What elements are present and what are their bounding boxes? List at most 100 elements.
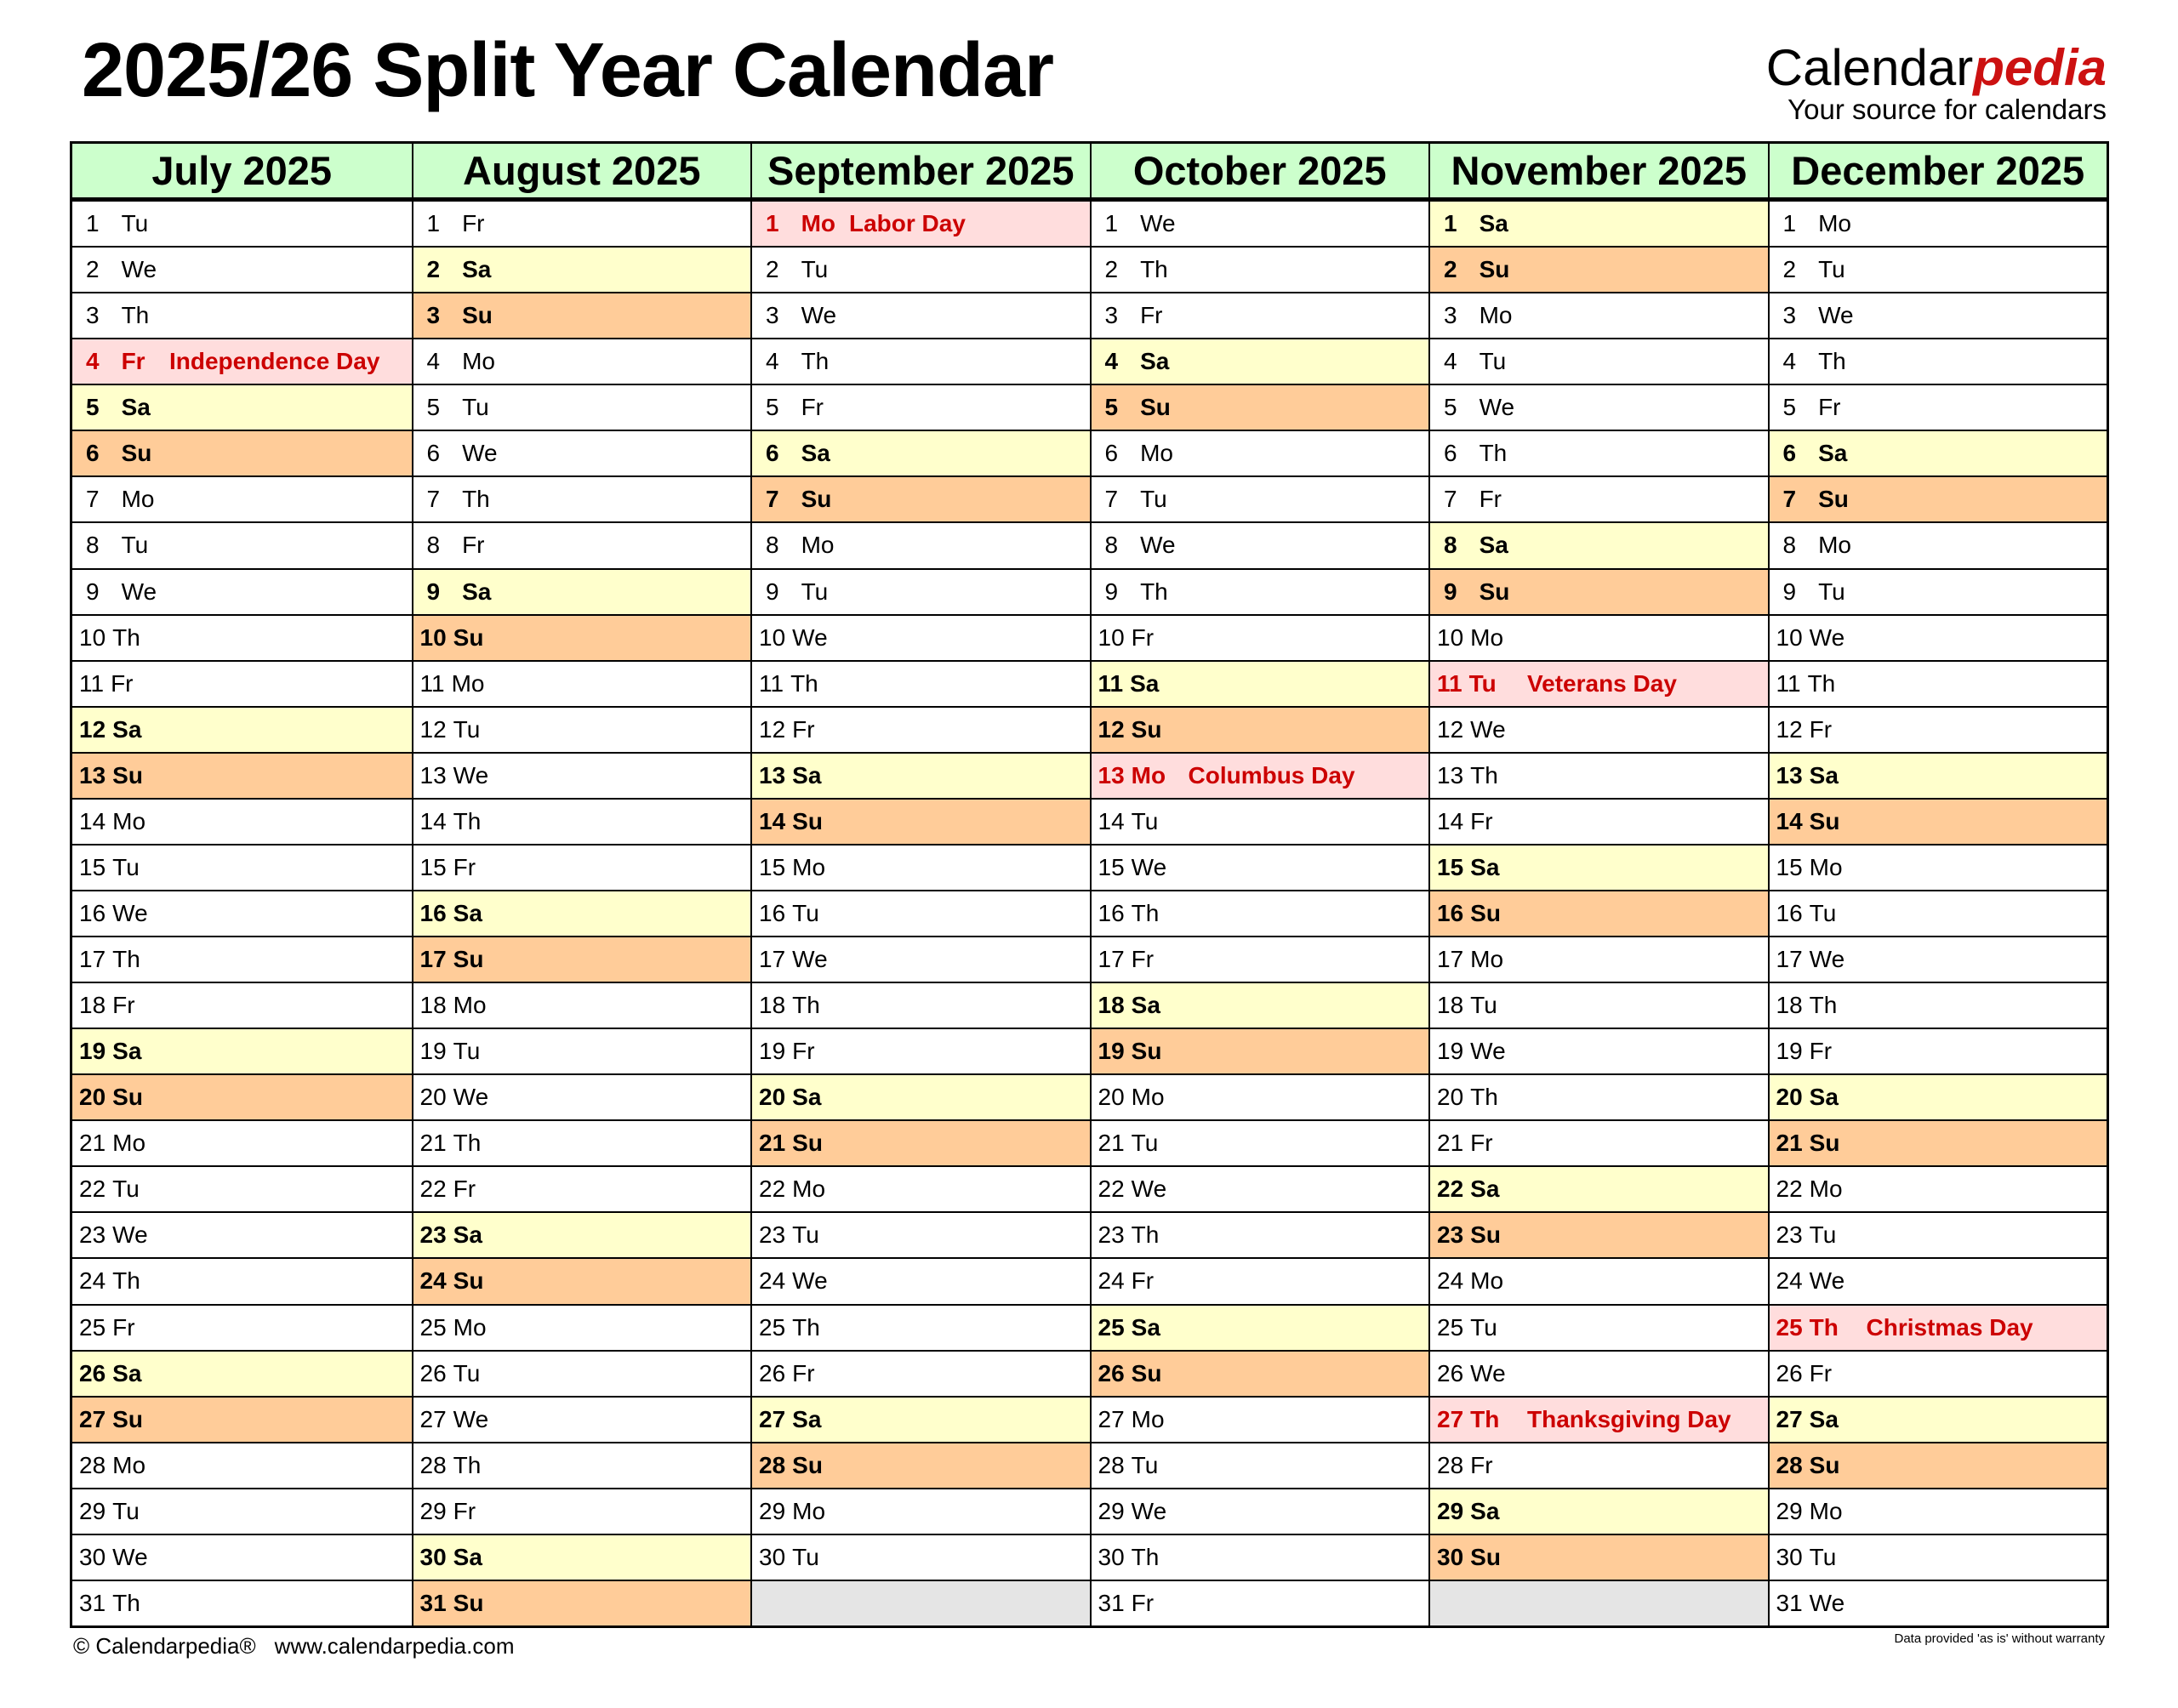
day-cell: 20 Sa <box>752 1073 1090 1120</box>
day-number: 17 <box>1776 946 1803 973</box>
day-cell: 1 We <box>1091 200 1428 246</box>
day-number: 15 <box>1098 853 1125 880</box>
day-cell: 1 Sa <box>1430 200 1768 247</box>
day-cell: 23 We <box>72 1211 412 1257</box>
day-number: 1 <box>86 210 100 237</box>
day-number: 25 <box>1437 1313 1464 1341</box>
day-number: 12 <box>1437 715 1464 743</box>
day-cell: 4 Th <box>752 338 1090 384</box>
day-cell: 5 Fr <box>1769 384 2107 430</box>
day-number: 26 <box>1437 1359 1464 1386</box>
day-number: 18 <box>79 992 106 1019</box>
day-number: 10 <box>1437 623 1464 651</box>
day-number: 11 <box>759 669 784 697</box>
day-cell: 27 Mo <box>1091 1395 1428 1442</box>
weekday: We <box>1470 1359 1506 1386</box>
weekday: Fr <box>112 992 135 1019</box>
holiday-name: Labor Day <box>849 210 966 237</box>
weekday: Tu <box>453 715 481 743</box>
day-cell: 15 We <box>1091 843 1428 890</box>
day-number: 8 <box>766 532 779 559</box>
day-cell: 10 Th <box>72 613 412 660</box>
day-cell: 12 Fr <box>752 705 1090 752</box>
weekday: Fr <box>1818 394 1841 421</box>
weekday: Th <box>1131 1221 1160 1249</box>
day-cell: 3 Su <box>413 292 750 339</box>
day-cell: 3 We <box>1769 292 2107 338</box>
weekday: Mo <box>1809 853 1843 880</box>
day-number: 29 <box>419 1497 447 1524</box>
day-number: 1 <box>426 210 441 237</box>
day-cell: 7 Su <box>752 475 1090 522</box>
day-cell: 16 Sa <box>413 889 750 936</box>
weekday: Su <box>453 1589 484 1616</box>
day-number: 25 <box>419 1313 447 1341</box>
day-cell: 7 Tu <box>1091 475 1428 521</box>
day-number: 31 <box>419 1589 447 1616</box>
day-number: 10 <box>419 623 447 651</box>
day-number: 9 <box>766 578 779 605</box>
weekday: Tu <box>453 1038 481 1065</box>
weekday: We <box>1809 623 1845 651</box>
weekday: Th <box>1140 256 1168 283</box>
weekday: Th <box>1470 1405 1500 1432</box>
weekday: Fr <box>1140 302 1163 329</box>
day-cell: 9 Sa <box>413 567 750 614</box>
weekday: Su <box>112 1084 143 1111</box>
weekday: Mo <box>1131 761 1166 789</box>
day-number: 25 <box>759 1313 786 1341</box>
weekday: Mo <box>453 992 487 1019</box>
day-cell: 8 Mo <box>1769 521 2107 567</box>
day-number: 15 <box>419 853 447 880</box>
day-number: 25 <box>79 1313 106 1341</box>
weekday: Tu <box>462 394 489 421</box>
day-number: 25 <box>1776 1313 1803 1341</box>
weekday: Mo <box>121 486 155 513</box>
day-number: 19 <box>1776 1038 1803 1065</box>
website-link[interactable]: www.calendarpedia.com <box>274 1633 515 1659</box>
weekday: Su <box>1131 1359 1162 1386</box>
day-number: 26 <box>1098 1359 1125 1386</box>
weekday: Tu <box>801 256 829 283</box>
weekday: Fr <box>1131 1267 1155 1295</box>
weekday: Th <box>1131 1543 1160 1570</box>
weekday: Su <box>1809 1451 1840 1478</box>
day-cell: 21 Mo <box>72 1119 412 1165</box>
calendarpedia-logo[interactable]: Calendarpedia Your source for calendars <box>1766 43 2107 124</box>
weekday: Su <box>801 486 832 513</box>
day-cell: 2 Tu <box>752 246 1090 292</box>
day-number: 27 <box>759 1405 786 1432</box>
day-number: 11 <box>1437 669 1462 697</box>
weekday: Su <box>1140 394 1171 421</box>
day-cell: 14 Tu <box>1091 797 1428 844</box>
day-number: 24 <box>79 1267 106 1295</box>
day-number: 7 <box>426 486 441 513</box>
day-cell: 19 Sa <box>72 1028 412 1074</box>
weekday: Th <box>1818 348 1846 375</box>
day-cell: 21 Su <box>1769 1119 2107 1166</box>
weekday: Sa <box>801 440 830 467</box>
day-cell: 11 Th <box>752 659 1090 706</box>
weekday: Fr <box>1131 623 1155 651</box>
day-cell: 19 Tu <box>413 1028 750 1073</box>
day-number: 20 <box>1098 1084 1125 1111</box>
weekday: Fr <box>1809 1359 1833 1386</box>
day-number: 6 <box>426 440 441 467</box>
weekday: Sa <box>792 1405 822 1432</box>
weekday: Su <box>1818 486 1849 513</box>
day-number: 2 <box>1104 256 1119 283</box>
day-number: 6 <box>1444 440 1457 467</box>
month-header: November 2025 <box>1430 144 1768 200</box>
day-number: 17 <box>1437 946 1464 973</box>
day-number: 23 <box>759 1221 786 1249</box>
day-cell: 3 Fr <box>1091 292 1428 338</box>
weekday: Mo <box>112 807 146 834</box>
weekday: Mo <box>792 853 826 880</box>
weekday: Sa <box>121 394 151 421</box>
weekday: Sa <box>112 1038 142 1065</box>
day-number: 16 <box>1776 899 1803 926</box>
weekday: Th <box>453 807 482 834</box>
weekday: Tu <box>1809 899 1837 926</box>
weekday: We <box>1818 302 1854 329</box>
day-number: 29 <box>759 1497 786 1524</box>
